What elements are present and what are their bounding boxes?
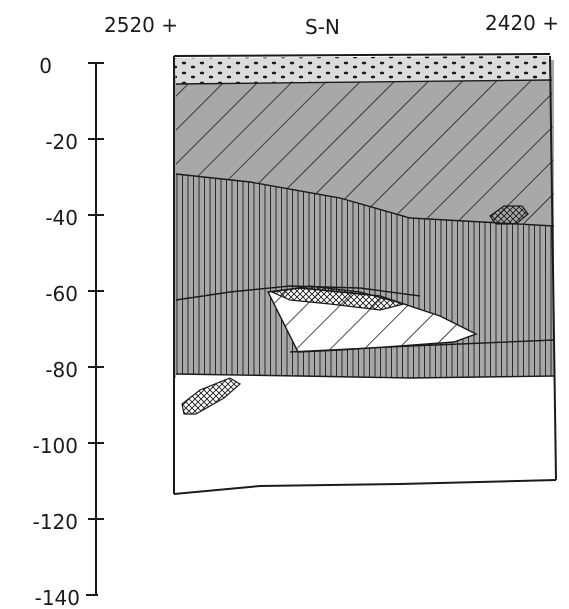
section-top-edge (173, 53, 551, 57)
crosshatched-fragment (181, 377, 242, 415)
diagonal-hatched-layer (176, 80, 554, 226)
depth-axis: 0 -20 -40 -60 -80 -100 -120 -140 (33, 54, 104, 609)
depth-tick-label: 0 (39, 54, 52, 78)
hatched-base-line (175, 173, 555, 227)
lower-white-zone (176, 374, 554, 492)
gravel-layer-pattern (174, 56, 552, 84)
inner-boundary-line (175, 285, 421, 301)
depth-tick-label: -140 (35, 586, 80, 609)
crosshatched-lens (269, 285, 407, 311)
small-crosshatched-blob (489, 205, 529, 225)
header-direction-label: S-N (305, 15, 340, 39)
vertical-base-line (175, 373, 555, 379)
header-right-coordinate: 2420 + (485, 11, 559, 35)
depth-tick-label: -60 (45, 282, 78, 306)
lower-step-line (289, 339, 555, 353)
depth-tick-label: -120 (33, 510, 78, 534)
depth-tick-label: -40 (45, 206, 78, 230)
header-left-coordinate: 2520 + (104, 13, 178, 37)
depth-tick-label: -80 (45, 358, 78, 382)
depth-tick-label: -20 (45, 130, 78, 154)
gravel-base-line (175, 79, 553, 85)
section-bottom-edge (173, 479, 557, 495)
section-right-edge (549, 55, 557, 481)
section-profile (173, 53, 557, 495)
depth-tick-label: -100 (33, 434, 78, 458)
